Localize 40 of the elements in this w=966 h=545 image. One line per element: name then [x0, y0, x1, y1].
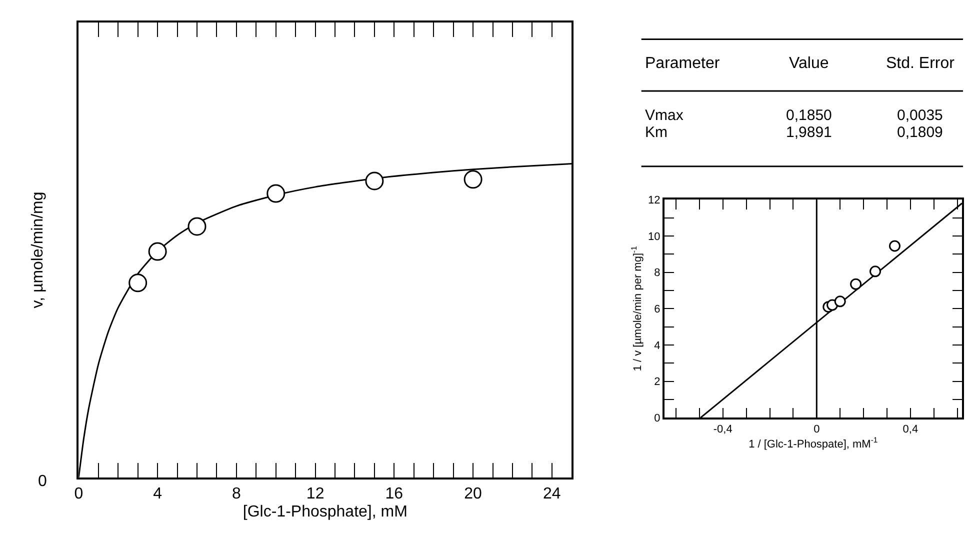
y-tick-label: 6 — [654, 304, 660, 316]
category-label: Vmax — [645, 107, 684, 124]
x-tick-label: 0 — [74, 485, 84, 502]
x-tick-label: -0,4 — [713, 424, 732, 436]
point — [188, 217, 206, 236]
category-label: Value — [789, 55, 829, 72]
y-tick-label: 10 — [648, 230, 660, 243]
x-axis-title: 1 / [Glc-1-Phospate], mM$^{-1}$ — [748, 436, 878, 450]
x-tick-label: 24 — [543, 485, 561, 502]
category-label: Parameter — [645, 55, 720, 72]
x-axis-title: [Glc-1-Phosphate], mM — [242, 504, 408, 521]
text: 0,0035 — [897, 107, 943, 124]
text: 0,1809 — [897, 124, 943, 141]
point — [888, 240, 900, 252]
x-tick-label: 8 — [232, 485, 241, 502]
x-tick-label: 12 — [306, 485, 324, 502]
point — [148, 242, 167, 261]
point — [266, 184, 286, 203]
point — [128, 274, 148, 292]
category-label: Std. Error — [886, 55, 956, 72]
x-tick-label: 0,4 — [902, 424, 918, 436]
y-tick-label: 2 — [654, 376, 660, 388]
point — [365, 172, 384, 190]
x-tick-label: 20 — [464, 485, 482, 502]
y-tick-label: 0 — [654, 412, 660, 425]
point — [834, 296, 846, 308]
y-tick-label: 8 — [654, 267, 660, 280]
point — [464, 170, 482, 189]
y-axis-title: v, µmole/min/mg — [29, 192, 46, 308]
point — [870, 266, 882, 278]
text: 0,1850 — [786, 107, 832, 124]
category-label: Km — [645, 124, 668, 141]
y-tick-label: 4 — [654, 340, 660, 352]
text: 0 — [38, 473, 47, 490]
text: 1,9891 — [786, 124, 832, 141]
point — [850, 278, 862, 290]
x-tick-label: 0 — [814, 424, 820, 436]
y-tick-label: 12 — [648, 194, 660, 206]
x-tick-label: 4 — [153, 485, 162, 502]
x-tick-label: 16 — [385, 485, 404, 502]
